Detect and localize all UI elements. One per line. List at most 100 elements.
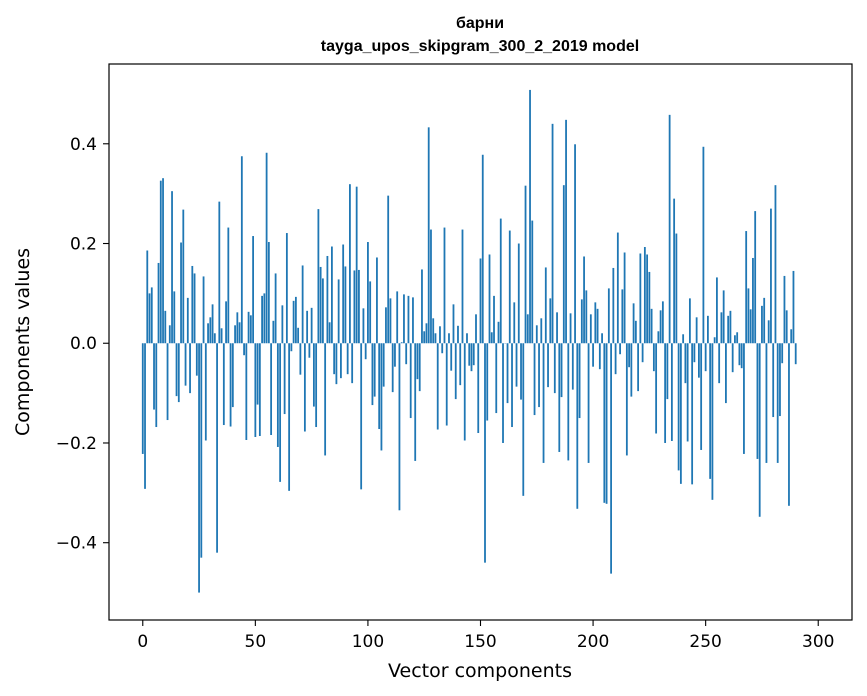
bar <box>315 343 318 428</box>
bar <box>173 291 176 344</box>
y-tick-label: −0.2 <box>56 434 97 454</box>
bar <box>457 325 459 344</box>
bar <box>488 254 491 344</box>
bar <box>529 89 531 344</box>
bar <box>752 257 754 344</box>
bar <box>770 208 772 344</box>
bar <box>220 328 223 344</box>
bar <box>416 343 419 380</box>
bar <box>533 343 536 416</box>
bar <box>515 343 518 387</box>
bar <box>177 343 180 403</box>
bar <box>621 289 624 344</box>
bar <box>785 310 788 344</box>
bar <box>688 298 691 344</box>
bar <box>391 343 394 393</box>
bar <box>317 209 320 344</box>
bar <box>607 288 610 344</box>
bar <box>270 343 273 435</box>
bar <box>693 343 696 363</box>
bar <box>380 343 383 451</box>
bar <box>661 301 664 344</box>
bar <box>637 343 640 392</box>
bar <box>745 231 748 344</box>
bar <box>652 343 655 372</box>
bar <box>207 323 209 344</box>
y-tick-label: 0.4 <box>70 135 97 155</box>
bar <box>596 308 599 344</box>
bar <box>569 313 572 344</box>
bar <box>202 276 205 344</box>
bar <box>517 243 520 344</box>
bar <box>222 343 225 426</box>
bar <box>589 314 592 344</box>
bar <box>571 343 574 390</box>
bar <box>616 232 619 344</box>
bar <box>436 343 439 430</box>
bar <box>558 343 561 452</box>
plot-frame <box>108 63 853 621</box>
bar <box>254 343 257 437</box>
bar <box>781 343 784 364</box>
bar <box>592 343 594 367</box>
bar <box>486 343 489 421</box>
bar <box>560 343 563 398</box>
bar <box>659 310 662 344</box>
bar <box>725 343 727 404</box>
bar <box>283 343 286 415</box>
bar <box>779 343 781 417</box>
bar <box>227 227 230 344</box>
bar <box>731 343 734 373</box>
bar <box>655 343 658 434</box>
bar <box>265 152 268 344</box>
bar <box>466 333 468 344</box>
bar <box>279 343 282 482</box>
bar <box>236 312 239 344</box>
bar <box>195 343 198 376</box>
bar <box>565 119 567 344</box>
bar <box>387 195 390 344</box>
bar <box>664 343 667 443</box>
bar <box>598 343 601 370</box>
bar <box>634 320 637 344</box>
bar <box>263 293 266 344</box>
bar <box>141 343 144 454</box>
bar <box>648 271 651 344</box>
x-tick-label: 250 <box>689 632 721 652</box>
bar <box>349 184 351 344</box>
x-tick-label: 0 <box>137 632 148 652</box>
bar <box>369 281 372 344</box>
bar <box>472 343 475 366</box>
bar <box>450 343 453 371</box>
bar <box>427 127 430 344</box>
bar <box>538 343 540 408</box>
bar <box>578 343 581 419</box>
bar <box>713 337 716 344</box>
bar <box>412 297 414 344</box>
bar <box>556 312 558 344</box>
bar <box>698 343 700 378</box>
bar <box>200 343 203 558</box>
bar <box>547 343 549 388</box>
x-axis-ticks: 0 50 100 150 200 250 300 <box>137 620 834 652</box>
bar <box>288 343 291 491</box>
bar <box>639 253 642 344</box>
bar <box>628 343 630 368</box>
bar <box>513 302 516 344</box>
bar <box>481 154 484 344</box>
bar <box>580 299 583 344</box>
bar <box>603 343 606 503</box>
bar <box>788 343 790 506</box>
bar <box>276 343 279 447</box>
bar <box>225 301 227 344</box>
bar <box>335 343 338 385</box>
bar <box>409 343 412 419</box>
y-tick-label: −0.4 <box>56 534 97 554</box>
bar <box>247 311 250 344</box>
bar <box>337 279 340 344</box>
bar <box>459 343 462 386</box>
bar <box>792 270 795 344</box>
bar <box>702 146 705 344</box>
bar <box>508 230 511 344</box>
bar <box>389 298 392 344</box>
